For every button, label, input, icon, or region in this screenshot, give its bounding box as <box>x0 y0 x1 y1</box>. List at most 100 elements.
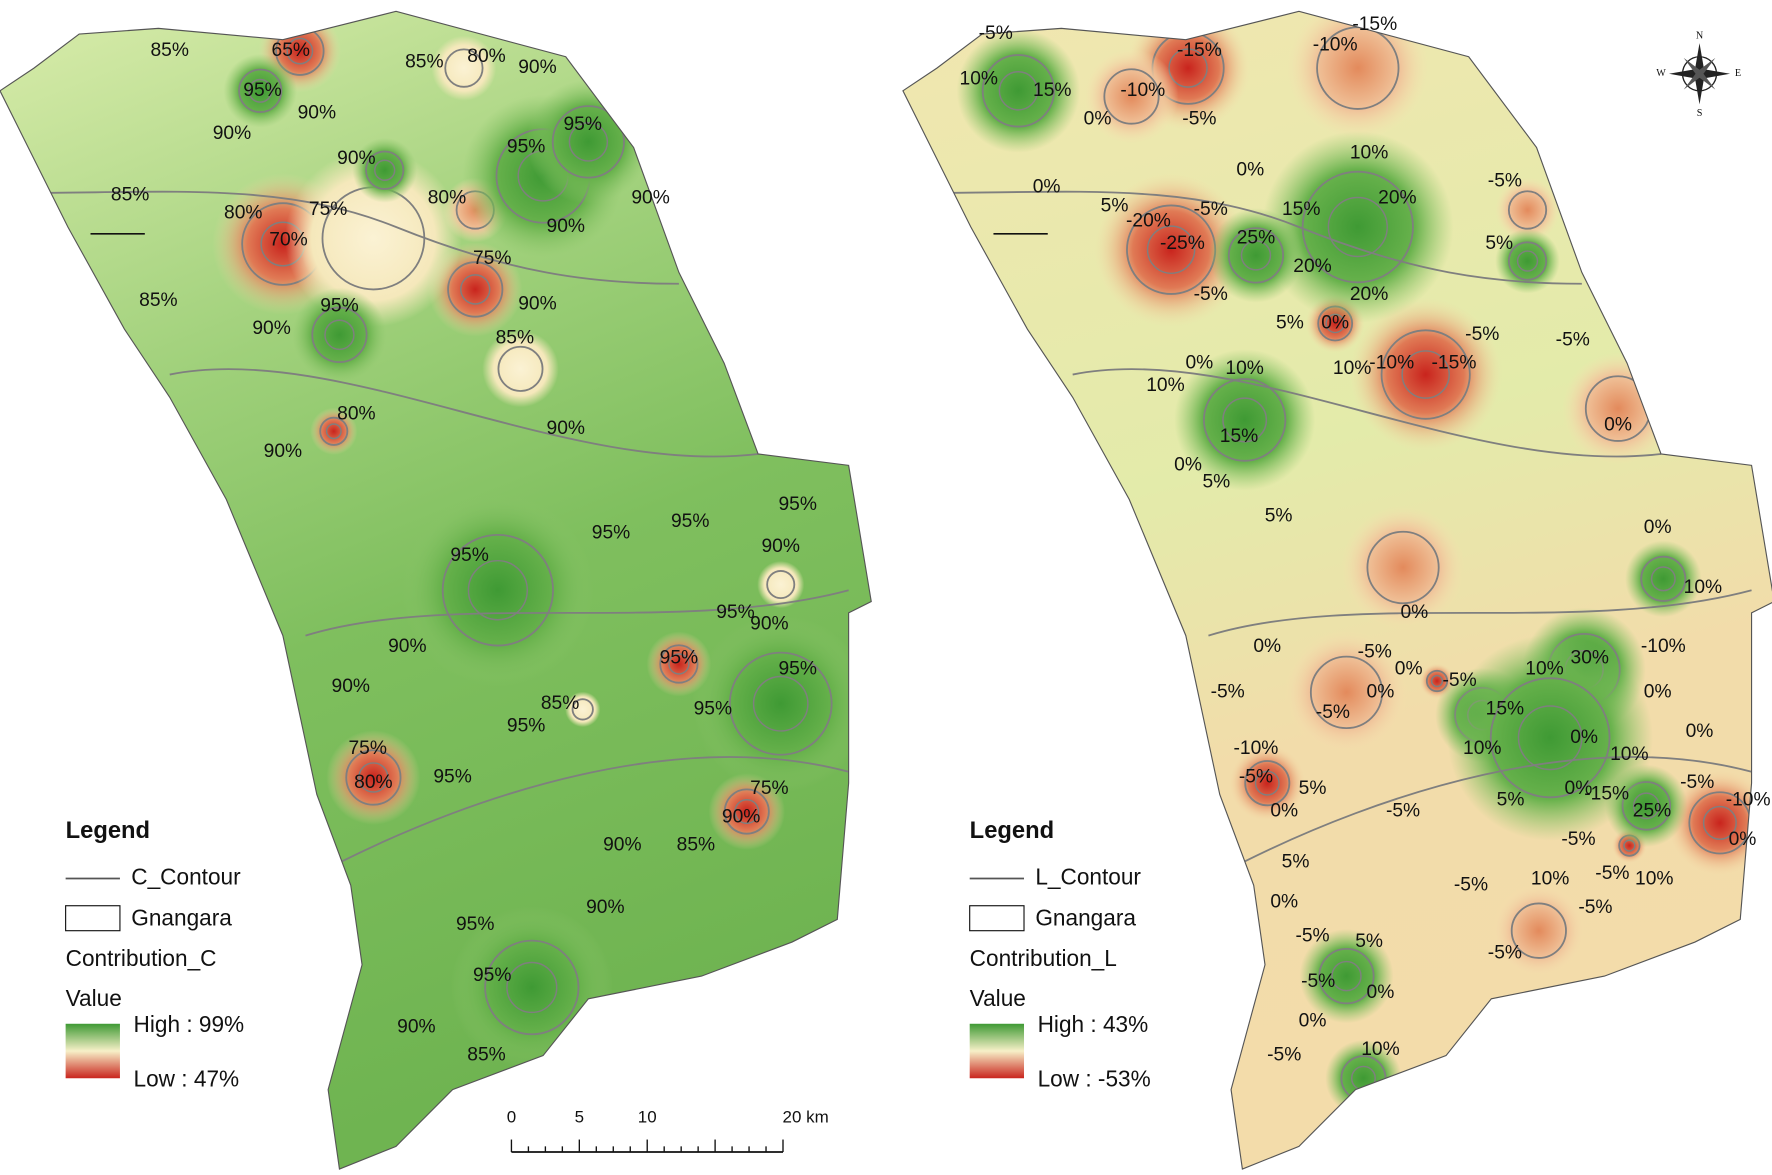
compass-s: S <box>1697 108 1703 119</box>
contour-label: -10% <box>1369 352 1414 373</box>
contour-line <box>723 788 770 835</box>
contour-label: 95% <box>778 494 816 515</box>
contour-line <box>766 569 796 600</box>
surface-patch <box>1341 505 1465 630</box>
contour-label: 0% <box>1400 602 1428 623</box>
legend-boundary: Gnangara <box>1035 904 1136 930</box>
legend-ramp <box>969 1023 1025 1079</box>
contour-line <box>1241 756 1752 864</box>
contour-label: 10% <box>1361 1039 1399 1060</box>
contour-label: 95% <box>507 137 545 158</box>
contour-line <box>1702 805 1737 840</box>
contour-line <box>1146 225 1196 275</box>
surface-patch <box>1491 883 1586 978</box>
contour-label: 15% <box>1486 698 1524 719</box>
surface-patch <box>692 615 869 793</box>
contour-label: 10% <box>1146 375 1184 396</box>
surface-patch <box>1349 297 1503 452</box>
contour-label: 0% <box>1686 721 1714 742</box>
surface-patch <box>1262 131 1454 323</box>
surface-patch <box>1284 630 1409 755</box>
surface-patch <box>565 691 601 728</box>
surface-patch <box>708 773 786 850</box>
contour-label: 0% <box>1729 829 1757 850</box>
contour-line <box>1366 530 1440 605</box>
contour-label: 0% <box>1367 982 1395 1003</box>
contour-label: 85% <box>496 327 534 348</box>
surface-patch <box>1447 634 1654 842</box>
surface-patch <box>757 560 805 609</box>
contour-label: -5% <box>1578 897 1612 918</box>
surface-patch <box>1495 177 1560 243</box>
compass-n: N <box>1696 31 1704 42</box>
contour-label: 95% <box>450 545 488 566</box>
contour-label: 80% <box>354 772 392 793</box>
scale-bar-label: 10 <box>638 1107 657 1126</box>
contour-label: 95% <box>660 647 698 668</box>
contour-line <box>752 675 809 732</box>
legend-field: Contribution_C <box>66 945 217 971</box>
contour-line <box>1301 170 1414 284</box>
contour-line <box>1072 368 1662 458</box>
contour-label: 0% <box>1270 801 1298 822</box>
legend-ramp <box>65 1023 120 1079</box>
contour-line <box>1510 902 1567 959</box>
contour-label: 90% <box>631 188 669 209</box>
contour-line <box>1507 241 1548 281</box>
contour-label: 95% <box>716 602 754 623</box>
contour-line <box>324 319 355 351</box>
surface-patch <box>1625 540 1702 618</box>
contour-label: -10% <box>1726 789 1771 810</box>
contour-label: 25% <box>1633 801 1671 822</box>
surface-patch <box>1562 352 1674 465</box>
contour-label: 95% <box>694 698 732 719</box>
contour-label: 20% <box>1293 256 1331 277</box>
contour-label: 70% <box>269 230 307 251</box>
compass-star-minor <box>1683 57 1716 90</box>
contour-label: 90% <box>397 1016 435 1037</box>
contour-label: 95% <box>320 296 358 317</box>
contour-line <box>1254 770 1280 796</box>
contour-label: -15% <box>1177 40 1222 61</box>
surface-blobs <box>925 11 1772 1117</box>
contour-label: 0% <box>1299 1011 1327 1032</box>
contour-line <box>551 105 625 179</box>
contour-line <box>248 78 273 103</box>
contour-label: 95% <box>473 965 511 986</box>
contour-line <box>659 644 699 684</box>
contour-line <box>1309 655 1384 730</box>
contour-label: 90% <box>213 123 251 144</box>
contour-label: 95% <box>433 767 471 788</box>
contour-line <box>374 159 396 181</box>
contour-label: 0% <box>1270 891 1298 912</box>
contour-line <box>1650 566 1676 592</box>
surface-patch <box>285 149 462 327</box>
contour-label: 0% <box>1367 681 1395 702</box>
map-panel: 65%85%95%85% 80%90%90%90%90%95%95%90%85%8… <box>0 10 872 1170</box>
contour-label: 90% <box>547 216 585 237</box>
contour-label: -15% <box>1432 352 1477 373</box>
contour-label: -5% <box>1267 1045 1301 1066</box>
contour-line <box>668 653 690 675</box>
legend-high: High : 43% <box>1038 1011 1149 1037</box>
contour-label: -5% <box>1488 171 1522 192</box>
contour-label: 90% <box>518 57 556 78</box>
contour-line <box>339 756 849 864</box>
contour-label: 0% <box>1644 681 1672 702</box>
contour-label: 15% <box>1220 426 1258 447</box>
contour-label: -5% <box>1316 702 1350 723</box>
contour-label: 65% <box>272 40 310 61</box>
contour-label: 90% <box>388 636 426 657</box>
contour-label: -25% <box>1160 233 1205 254</box>
contour-label: 0% <box>1253 636 1281 657</box>
contour-line <box>286 37 314 65</box>
surface-patch <box>352 137 418 203</box>
contour-label: 90% <box>750 613 788 634</box>
contour-label: 5% <box>1355 931 1383 952</box>
contour-label: -10% <box>1234 738 1279 759</box>
contour-label: 15% <box>1282 199 1320 220</box>
contour-line <box>497 345 544 392</box>
contour-line <box>1331 960 1362 992</box>
contour-label: -5% <box>1211 681 1245 702</box>
